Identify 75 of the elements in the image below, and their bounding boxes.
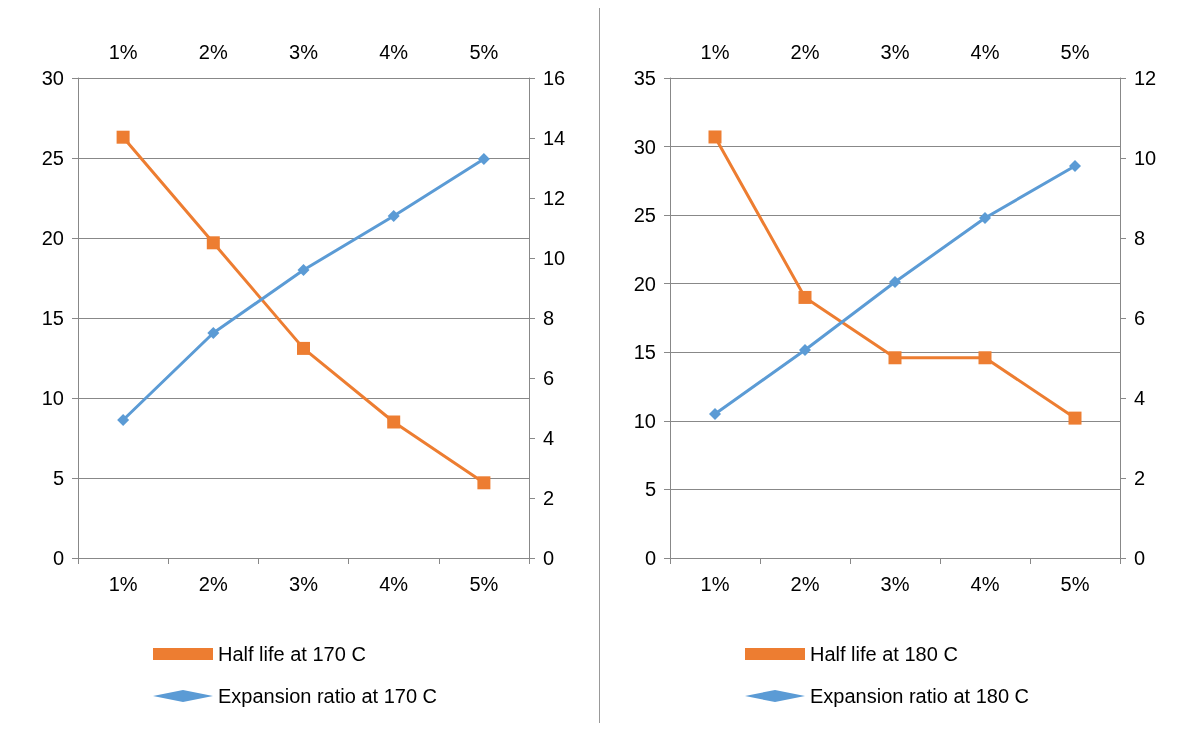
point	[297, 264, 310, 276]
y2-tick-label: 0	[1134, 547, 1146, 569]
x-tick-label: 1%	[108, 573, 138, 595]
y2-tick-label: 4	[543, 427, 555, 449]
x-tick-label: 4%	[379, 573, 409, 595]
y-tick-label: 35	[633, 67, 656, 89]
y2-tick-label: 10	[1134, 147, 1157, 169]
x-tick-label: 4%	[970, 573, 1000, 595]
legend-label: Half life at 180 C	[810, 643, 958, 665]
y-tick-label: 25	[41, 147, 64, 169]
y-tick-label: 25	[633, 204, 656, 227]
y-tick-label: 15	[633, 341, 656, 364]
point	[477, 153, 490, 165]
point	[207, 327, 220, 339]
category-label: 1%	[700, 41, 730, 63]
point	[888, 351, 902, 365]
x-tick-label: 1%	[700, 573, 730, 595]
y2-tick-label: 12	[1134, 67, 1157, 89]
category-label: 2%	[790, 41, 820, 63]
point	[477, 476, 491, 490]
y2-tick-label: 12	[543, 187, 566, 209]
y-tick-label: 30	[41, 67, 64, 89]
y-tick-label: 0	[644, 547, 656, 569]
y-tick-label: 15	[41, 307, 64, 329]
y2-tick-label: 10	[543, 247, 566, 269]
x-tick-label: 2%	[198, 573, 228, 595]
point	[979, 212, 991, 224]
legend-label: Expansion ratio at 170 C	[218, 685, 438, 707]
point	[1068, 411, 1082, 425]
x-tick-label: 3%	[289, 573, 319, 595]
y-tick-label: 10	[41, 387, 64, 409]
point	[116, 130, 130, 144]
y2-tick-label: 16	[543, 67, 566, 89]
y2-tick-label: 0	[543, 547, 555, 569]
y2-tick-label: 6	[1134, 307, 1146, 329]
point	[798, 290, 812, 304]
category-label: 4%	[970, 41, 1000, 63]
y-tick-label: 5	[644, 478, 656, 501]
y-tick-label: 10	[633, 409, 656, 432]
point	[889, 276, 901, 288]
point	[117, 414, 130, 426]
x-tick-label: 2%	[790, 573, 820, 595]
category-label: 3%	[289, 41, 318, 63]
y-tick-label: 0	[52, 547, 64, 569]
legend-label: Expansion ratio at 180 C	[810, 685, 1030, 707]
y2-tick-label: 6	[543, 367, 555, 389]
point	[709, 408, 721, 420]
y2-tick-label: 8	[543, 307, 555, 329]
x-tick-label: 3%	[880, 573, 910, 595]
y2-tick-label: 4	[1134, 387, 1146, 409]
point	[708, 130, 722, 144]
point	[387, 415, 401, 429]
y2-tick-label: 14	[543, 127, 566, 149]
y-tick-label: 5	[52, 467, 64, 489]
category-label: 3%	[880, 41, 910, 63]
point	[799, 344, 811, 356]
point	[297, 341, 310, 355]
y-tick-label: 20	[633, 272, 656, 295]
category-label: 5%	[1060, 41, 1090, 63]
category-label: 2%	[198, 41, 228, 63]
point	[1069, 160, 1081, 172]
x-tick-label: 5%	[1060, 573, 1090, 595]
y2-tick-label: 2	[543, 487, 555, 509]
y2-tick-label: 2	[1134, 467, 1146, 489]
point	[206, 236, 220, 250]
category-label: 4%	[379, 41, 409, 63]
y-tick-label: 30	[633, 135, 656, 158]
legend-label: Half life at 170 C	[218, 643, 366, 665]
y-tick-label: 20	[41, 227, 64, 249]
y2-tick-label: 8	[1134, 227, 1146, 249]
category-label: 5%	[469, 41, 499, 63]
x-tick-label: 5%	[469, 573, 499, 595]
category-label: 1%	[108, 41, 138, 63]
point	[387, 210, 400, 222]
point	[978, 351, 992, 365]
